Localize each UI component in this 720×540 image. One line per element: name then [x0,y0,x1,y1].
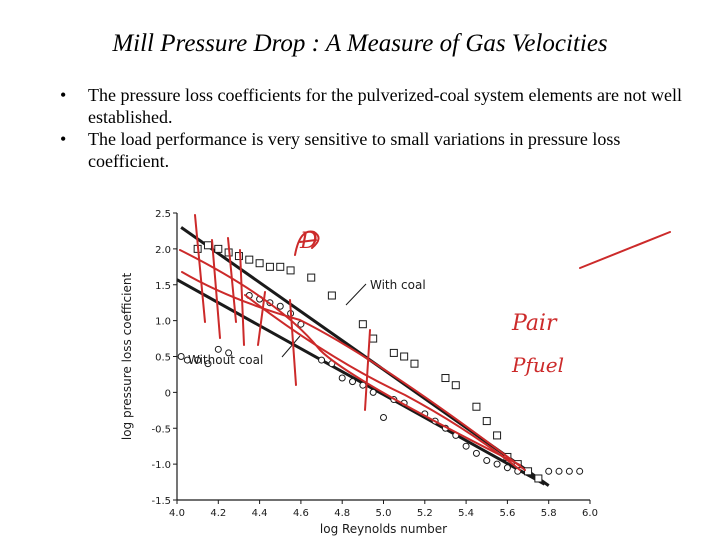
data-point-without-coal [359,381,367,389]
data-point-with-coal [245,255,254,264]
x-axis-title: log Reynolds number [320,522,447,536]
ink-stroke [179,249,521,466]
data-point-without-coal [204,360,212,368]
handwritten-note-pfuel: Pfuel [511,353,564,377]
data-point-without-coal [225,349,233,357]
x-tick-label: 5.2 [417,508,433,519]
y-tick-label: -0.5 [151,424,171,435]
data-point-with-coal [389,348,398,357]
data-point-without-coal [338,374,346,382]
y-tick-label: 1.5 [155,281,171,292]
annotation-leader [281,335,301,358]
x-tick-label: 4.4 [252,508,268,519]
data-point-without-coal [545,467,553,475]
y-tick-label: -1.5 [151,496,171,507]
data-point-with-coal [482,417,491,426]
chart-labels: With coal Without coal [188,278,426,367]
bullet-list: • The pressure loss coefficients for the… [58,84,688,172]
x-tick-label: 4.8 [334,508,350,519]
ink-stroke [181,271,526,471]
data-point-with-coal [524,467,533,476]
data-point-with-coal [276,262,285,271]
data-point-without-coal [576,467,584,475]
data-point-with-coal [286,266,295,275]
data-point-with-coal [400,352,409,361]
ink-stroke [244,294,521,471]
bullet-text: The pressure loss coefficients for the p… [88,85,682,127]
data-point-with-coal [441,374,450,383]
y-tick-label: 2.0 [155,245,171,256]
data-point-with-coal [534,474,543,483]
handwritten-note-pair: Pair [511,311,558,336]
data-point-without-coal [555,467,563,475]
data-point-without-coal [194,356,202,364]
y-tick-label: 0.5 [155,353,171,364]
handwritten-annotations: D Pair Pfuel [179,214,671,471]
bullet-icon: • [60,129,67,149]
data-point-without-coal [177,353,185,360]
y-tick-label: 0 [165,388,171,399]
data-point-without-coal [472,449,480,457]
data-point-without-coal [462,442,470,450]
x-tick-label: 4.0 [169,508,185,519]
data-point-with-coal [307,273,316,282]
data-point-without-coal [493,460,501,468]
data-point-with-coal [234,252,243,261]
chart-axes: 4.0 4.2 4.4 4.6 4.8 5.0 5.2 5.4 5.6 5.8 6.0 2.5 2.0 1… [120,209,598,536]
ink-stroke [294,230,320,256]
x-tick-label: 4.6 [293,508,309,519]
bullet-icon: • [60,85,67,105]
slide-title: Mill Pressure Drop : A Measure of Gas Ve… [112,30,608,57]
data-point-without-coal [276,302,284,310]
data-point-with-coal [358,320,367,329]
y-axis-title: log pressure loss coefficient [120,273,134,441]
data-point-without-coal [183,356,191,364]
data-point-with-coal [214,244,223,253]
data-point-with-coal [451,381,460,390]
y-tick-label: 2.5 [155,209,171,220]
annotation-with-coal: With coal [370,278,426,292]
x-tick-label: 6.0 [582,508,598,519]
data-point-with-coal [255,259,264,268]
annotation-leader [345,283,367,306]
data-point-with-coal [410,359,419,368]
data-point-without-coal [318,356,326,364]
data-point-with-coal [369,334,378,343]
data-point-without-coal [483,457,491,465]
bullet-item: • The pressure loss coefficients for the… [58,84,688,128]
bullet-text: The load performance is very sensitive t… [88,129,621,171]
data-point-with-coal [493,431,502,440]
bullet-item: • The load performance is very sensitive… [58,128,688,172]
data-point-with-coal [203,241,212,250]
data-point-without-coal [380,413,387,421]
data-point-without-coal [565,467,573,475]
annotation-without-coal: Without coal [188,353,263,367]
data-point-with-coal [327,291,336,300]
x-tick-label: 5.0 [376,508,392,519]
handwritten-note-d: D [299,229,318,254]
x-tick-label: 5.4 [458,508,474,519]
data-point-without-coal [503,464,511,472]
data-point-with-coal [472,402,481,411]
data-point-without-coal [369,388,377,396]
x-tick-label: 4.2 [210,508,226,519]
y-tick-label: 1.0 [155,317,171,328]
data-point-without-coal [349,378,357,386]
x-tick-label: 5.6 [499,508,515,519]
ink-stroke [579,231,671,269]
x-tick-label: 5.8 [541,508,557,519]
data-point-with-coal [265,262,274,271]
fit-line [176,278,546,486]
data-point-without-coal [214,345,222,353]
y-tick-label: -1.0 [151,460,171,471]
